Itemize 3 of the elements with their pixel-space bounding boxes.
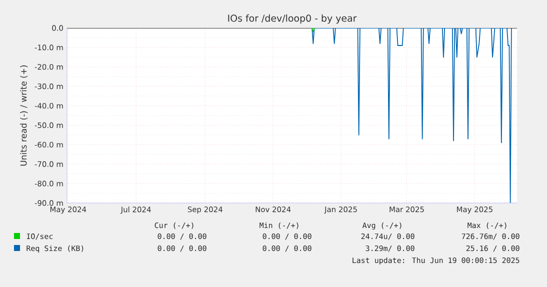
chart-title: IOs for /dev/loop0 - by year: [228, 14, 357, 24]
y-axis-title: Units read (-) / write (+): [20, 65, 28, 166]
line-series: [312, 28, 512, 203]
